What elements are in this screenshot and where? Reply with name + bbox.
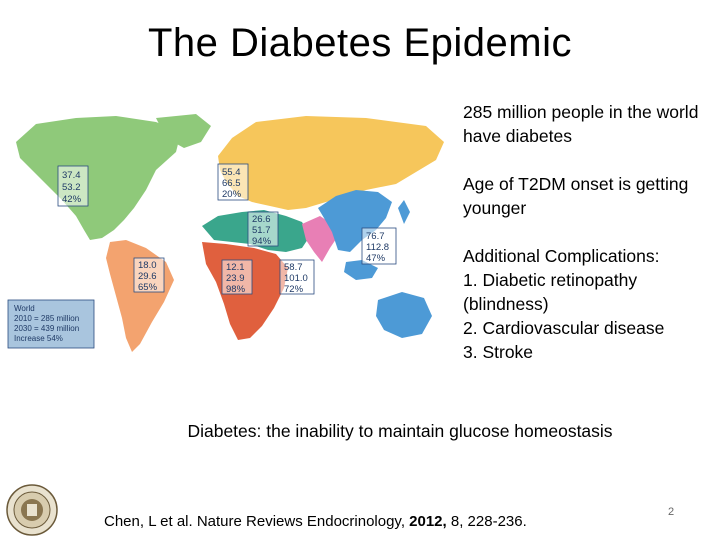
africa-value-increase: 98%	[226, 284, 246, 295]
slide-title: The Diabetes Epidemic	[147, 21, 573, 65]
sea-value-2010: 58.7	[284, 262, 303, 273]
na-value-2010: 37.4	[62, 170, 81, 181]
africa-value-2010: 12.1	[226, 262, 245, 273]
page-number: 2	[668, 506, 675, 518]
world-increase: Increase 54%	[14, 334, 63, 343]
region-western-pacific	[318, 190, 392, 252]
sa-value-2030: 29.6	[138, 271, 157, 282]
citation: Chen, L et al. Nature Reviews Endocrinol…	[104, 512, 527, 532]
label-box-south-america	[133, 257, 165, 293]
eu-value-increase: 20%	[222, 189, 242, 200]
mena-value-2010: 26.6	[252, 214, 271, 225]
eu-value-2010: 55.4	[222, 167, 241, 178]
university-seal-logo	[6, 484, 58, 536]
citation-year: 2012,	[409, 513, 447, 530]
world-2010: 2010 = 285 million	[14, 314, 79, 323]
citation-volume: 8, 228-236.	[446, 513, 527, 530]
africa-value-2030: 23.9	[226, 273, 245, 284]
sa-value-2010: 18.0	[138, 260, 157, 271]
sea-value-2030: 101.0	[284, 273, 308, 284]
label-box-africa	[221, 259, 253, 295]
diabetes-definition: Diabetes: the inability to maintain gluc…	[187, 421, 613, 441]
world-2030: 2030 = 439 million	[14, 324, 79, 333]
bullet-list: 285 million people in the world have dia…	[463, 100, 720, 388]
na-value-increase: 42%	[62, 194, 82, 205]
world-diabetes-map: 37.4 53.2 42% 55.4 66.5 20% 26.6 51.7 94…	[6, 112, 446, 358]
eu-value-2030: 66.5	[222, 178, 241, 189]
mena-value-increase: 94%	[252, 236, 272, 247]
world-summary-box	[7, 299, 95, 349]
region-north-america	[16, 116, 181, 240]
na-value-2030: 53.2	[62, 182, 81, 193]
bullet-prevalence: 285 million people in the world have dia…	[463, 102, 699, 146]
label-box-south-east-asia	[279, 259, 315, 295]
region-greenland	[156, 114, 211, 148]
label-box-mena	[247, 211, 279, 247]
wp-value-increase: 47%	[366, 253, 386, 264]
world-heading: World	[14, 304, 35, 313]
region-south-east-asia	[302, 216, 338, 262]
sa-value-increase: 65%	[138, 282, 158, 293]
bullet-onset-age: Age of T2DM onset is getting younger	[463, 174, 689, 218]
wp-value-2030: 112.8	[366, 242, 389, 253]
region-western-pacific-islands	[344, 260, 378, 280]
region-south-america	[106, 240, 174, 352]
label-box-north-america	[57, 165, 89, 207]
region-japan	[398, 200, 410, 224]
wp-value-2010: 76.7	[366, 231, 385, 242]
region-europe	[218, 116, 444, 210]
bullet-complications: Additional Complications: 1. Diabetic re…	[463, 246, 665, 362]
sea-value-increase: 72%	[284, 284, 304, 295]
citation-text: Chen, L et al. Nature Reviews Endocrinol…	[104, 513, 410, 530]
region-australia	[376, 292, 432, 338]
label-box-europe	[217, 163, 249, 201]
mena-value-2030: 51.7	[252, 225, 271, 236]
label-box-western-pacific	[361, 227, 397, 265]
